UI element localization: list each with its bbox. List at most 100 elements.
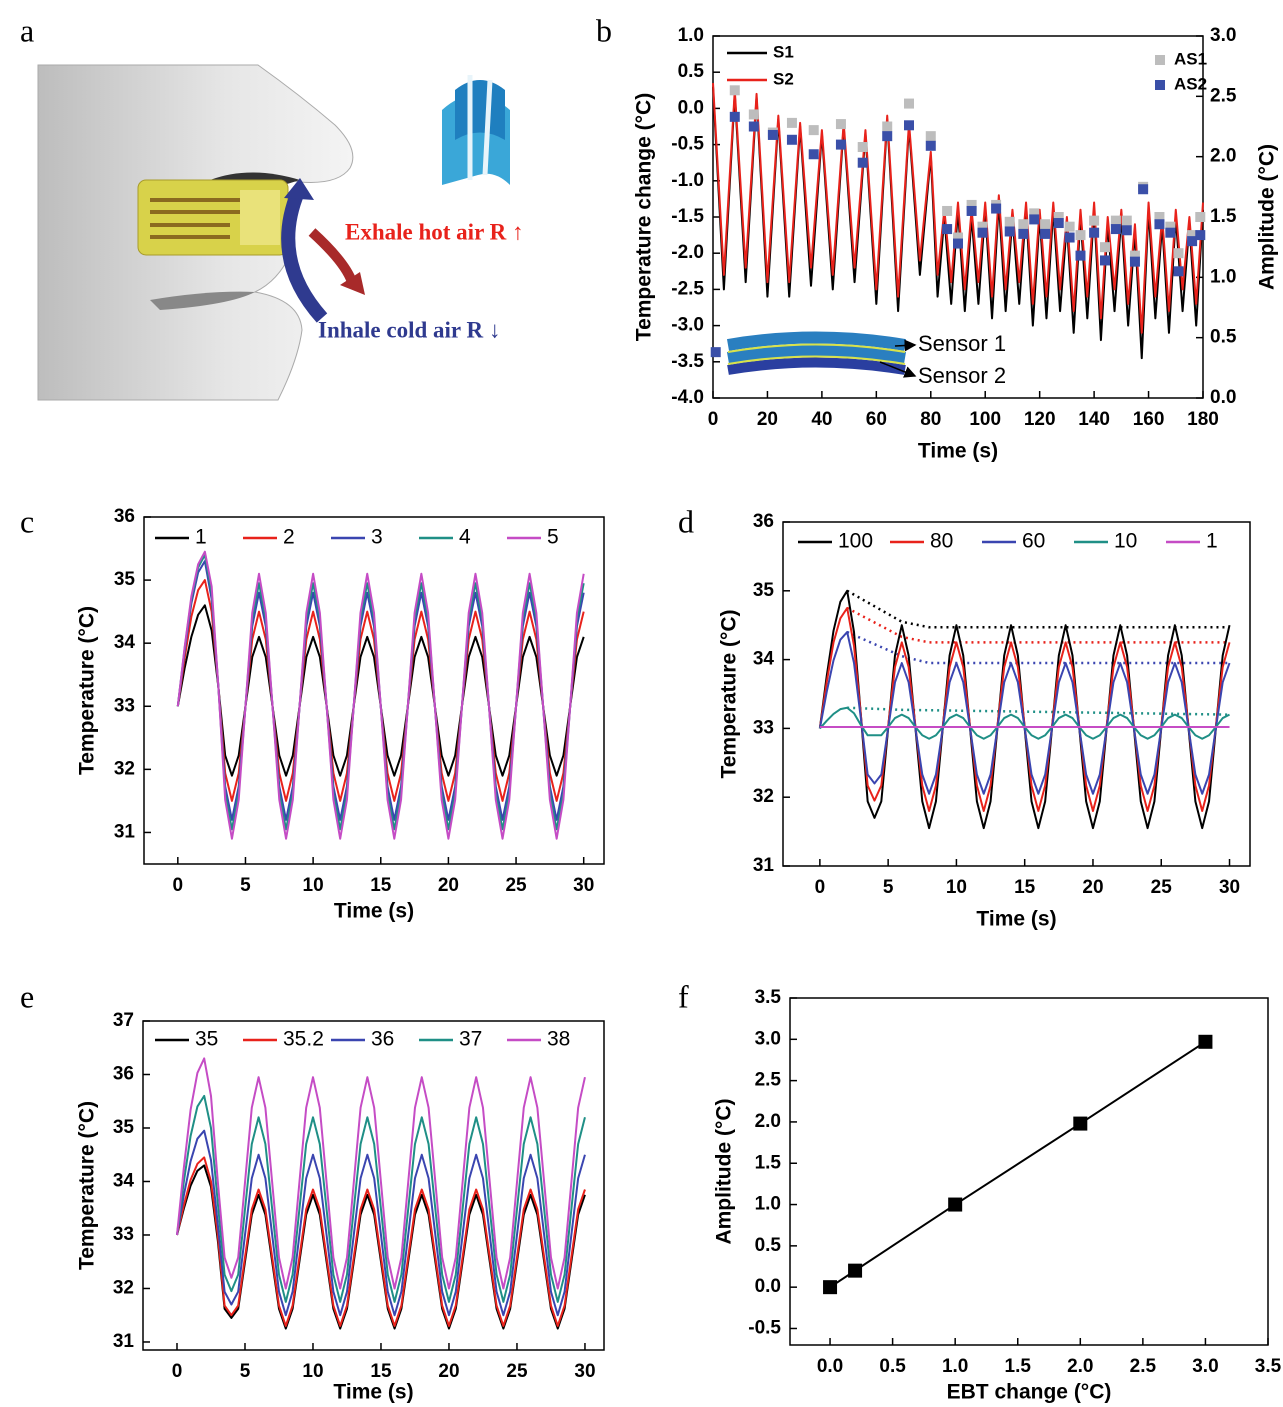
legend-swatch [1155,80,1165,90]
scatter-point [808,125,819,136]
x-tick-label: 3.5 [1255,1356,1282,1377]
face-illustration [37,64,510,401]
y-axis-title: Temperature change (°C) [633,93,656,341]
data-line [712,83,1204,334]
y-tick-label: 32 [113,1277,134,1298]
y-tick-label: 2.5 [755,1070,782,1091]
scatter-point [1075,230,1086,241]
scatter-point [1173,248,1184,259]
scatter-point [1165,221,1176,232]
scatter-point [748,121,759,132]
x-tick-label: 30 [574,1361,595,1382]
legend-swatch [1155,55,1165,65]
y2-tick-label: 1.0 [1210,266,1236,287]
y-axis-title: Temperature (°C) [76,606,99,775]
scatter-point [1100,242,1110,253]
data-line [176,1156,586,1327]
y-tick-label: 34 [114,632,136,653]
scatter-point [966,199,977,210]
scatter-point [882,121,893,132]
scatter-point [953,232,963,243]
x-tick-label: 2.5 [1130,1356,1157,1377]
x-tick-label: 5 [240,1361,251,1382]
x-axis-title: Time (s) [976,908,1056,931]
data-line [176,1129,586,1317]
scatter-point [1173,266,1184,277]
x-tick-label: 0 [815,877,826,898]
y-tick-label: 1.0 [678,25,704,46]
legend-label: 38 [547,1028,570,1051]
scatter-point [1138,184,1149,195]
y-tick-label: 36 [114,506,135,527]
data-line [829,1040,1206,1289]
x-tick-label: 0 [708,409,719,430]
scatter-point [1018,228,1029,239]
plot-frame [782,521,1251,867]
panel-label: b [596,12,612,48]
scatter-point [1154,219,1165,230]
marker [948,1197,963,1212]
scatter-point [1089,215,1100,226]
y2-tick-label: 3.0 [1210,25,1236,46]
y-tick-label: 37 [113,1010,134,1031]
y-tick-label: 34 [113,1171,135,1192]
y-axis-title: Amplitude (°C) [713,1098,736,1244]
scatter-point [991,203,1002,214]
annotation: Inhale cold air R ↓ [318,317,500,342]
y2-tick-label: 0.0 [1210,387,1236,408]
y-tick-label: 0.0 [755,1276,781,1297]
legend-label: 80 [930,530,953,553]
scatter-point [729,111,740,122]
scatter-point [1004,226,1015,237]
scatter-point [835,139,846,150]
marker [848,1263,863,1278]
scatter-point [882,131,893,142]
y-tick-label: 3.5 [755,987,782,1008]
scatter-point [925,131,936,142]
y-tick-label: 36 [753,511,774,532]
y2-tick-label: 2.0 [1210,146,1236,167]
y-tick-label: 2.0 [755,1111,781,1132]
marker [1198,1034,1213,1049]
y-tick-label: -1.0 [671,170,704,191]
scatter-point [748,109,759,120]
scatter-point [1004,216,1015,227]
y-tick-label: 1.5 [755,1152,782,1173]
y-tick-label: -0.5 [671,134,704,155]
envelope-line [847,706,1230,716]
y-tick-label: 31 [113,1331,135,1352]
data-line [818,607,1231,812]
x-tick-label: 20 [757,409,778,430]
y-tick-label: 32 [114,758,135,779]
legend-label: 2 [283,526,295,549]
x-tick-label: 3.0 [1192,1356,1218,1377]
x-tick-label: 25 [505,875,527,896]
x-tick-label: 30 [573,875,594,896]
x-tick-label: 25 [506,1361,528,1382]
y-tick-label: 32 [753,786,774,807]
y-tick-label: 33 [114,695,135,716]
x-tick-label: 30 [1219,877,1240,898]
scatter-point [904,120,914,131]
scatter-point [953,238,963,249]
y-tick-label: -2.5 [671,278,704,299]
x-tick-label: 20 [438,1361,459,1382]
scatter-point [1053,212,1064,222]
scatter-point [1121,215,1132,226]
scatter-point [1100,255,1110,266]
plot-frame [789,997,1269,1346]
annotation: Sensor 1 [918,331,1006,356]
envelope-line [846,630,1230,665]
scatter-point [1029,214,1040,225]
y-tick-label: -3.0 [671,315,704,336]
panel-label: d [678,503,694,539]
scatter-point [1129,250,1140,261]
scatter-point [1053,218,1064,229]
scatter-point [1195,230,1206,241]
panel-label: f [678,978,689,1014]
scatter-point [942,224,953,235]
scatter-point [767,129,778,140]
scatter-point [1165,227,1176,238]
marker [1073,1116,1088,1131]
